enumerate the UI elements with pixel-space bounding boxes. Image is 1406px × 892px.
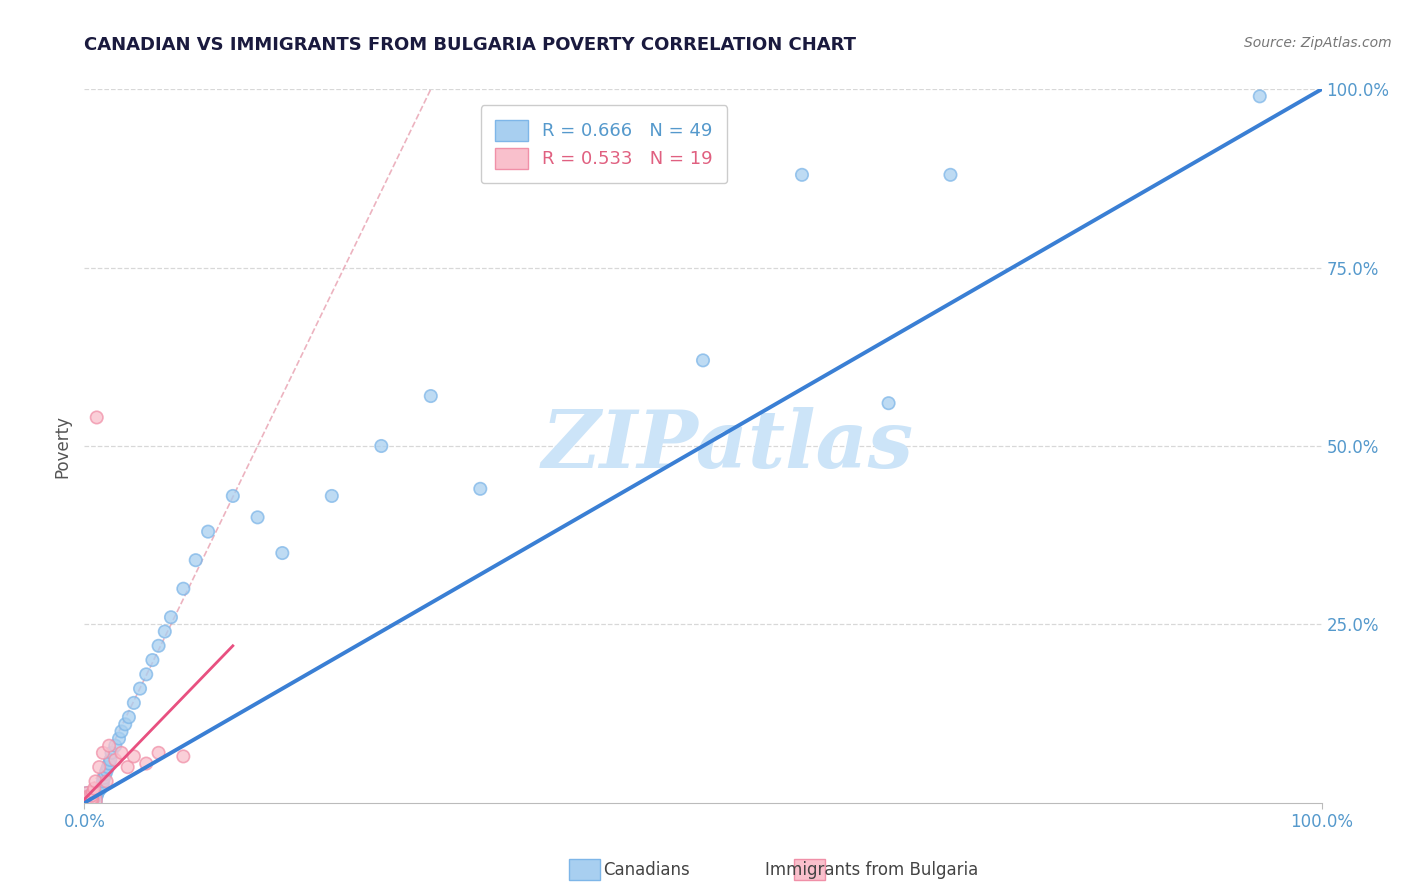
Point bbox=[939, 168, 962, 182]
Point bbox=[153, 624, 176, 639]
Point bbox=[370, 439, 392, 453]
Text: Immigrants from Bulgaria: Immigrants from Bulgaria bbox=[765, 861, 979, 879]
Point bbox=[692, 353, 714, 368]
Point bbox=[89, 781, 111, 796]
Point bbox=[98, 753, 121, 767]
Point bbox=[148, 639, 170, 653]
Point bbox=[89, 760, 111, 774]
Text: ZIPatlas: ZIPatlas bbox=[541, 408, 914, 484]
Point bbox=[271, 546, 294, 560]
Point bbox=[222, 489, 245, 503]
Point bbox=[110, 746, 132, 760]
Point bbox=[77, 794, 100, 808]
Point bbox=[104, 739, 127, 753]
Point bbox=[122, 696, 145, 710]
Point bbox=[97, 760, 120, 774]
Point bbox=[104, 753, 127, 767]
Point bbox=[91, 746, 114, 760]
Point bbox=[122, 749, 145, 764]
Point bbox=[790, 168, 813, 182]
Point bbox=[148, 746, 170, 760]
Point bbox=[93, 771, 115, 785]
Point bbox=[82, 785, 104, 799]
Point bbox=[90, 780, 112, 794]
Point bbox=[96, 764, 118, 778]
Point bbox=[98, 739, 121, 753]
Point bbox=[79, 792, 101, 806]
Text: Source: ZipAtlas.com: Source: ZipAtlas.com bbox=[1244, 36, 1392, 50]
Text: CANADIAN VS IMMIGRANTS FROM BULGARIA POVERTY CORRELATION CHART: CANADIAN VS IMMIGRANTS FROM BULGARIA POV… bbox=[84, 36, 856, 54]
Point bbox=[197, 524, 219, 539]
Point bbox=[246, 510, 269, 524]
Text: Canadians: Canadians bbox=[603, 861, 690, 879]
Point bbox=[877, 396, 900, 410]
Point bbox=[91, 774, 114, 789]
Y-axis label: Poverty: Poverty bbox=[53, 415, 72, 477]
Point bbox=[172, 582, 194, 596]
Point bbox=[129, 681, 152, 696]
Point bbox=[98, 756, 121, 771]
Point bbox=[135, 756, 157, 771]
Point bbox=[160, 610, 183, 624]
Point bbox=[419, 389, 441, 403]
Point bbox=[108, 731, 131, 746]
Point bbox=[1249, 89, 1271, 103]
Point bbox=[84, 789, 107, 804]
Point bbox=[96, 774, 118, 789]
Point bbox=[80, 789, 103, 803]
Point bbox=[84, 774, 107, 789]
Point bbox=[100, 746, 122, 760]
Point bbox=[141, 653, 163, 667]
Point bbox=[80, 791, 103, 805]
Point bbox=[87, 785, 110, 799]
Point bbox=[79, 792, 101, 806]
Point bbox=[83, 790, 105, 805]
Point bbox=[172, 749, 194, 764]
Point bbox=[470, 482, 492, 496]
Point bbox=[86, 410, 108, 425]
Point bbox=[79, 790, 101, 805]
Point bbox=[86, 789, 108, 803]
Point bbox=[117, 760, 139, 774]
Point bbox=[86, 787, 108, 801]
Point bbox=[89, 783, 111, 797]
Point bbox=[118, 710, 141, 724]
Point bbox=[184, 553, 207, 567]
Point bbox=[83, 781, 105, 796]
Point bbox=[321, 489, 343, 503]
Point bbox=[77, 794, 100, 808]
Point bbox=[114, 717, 136, 731]
Point bbox=[94, 767, 117, 781]
Point bbox=[79, 793, 101, 807]
Point bbox=[110, 724, 132, 739]
Point bbox=[82, 790, 104, 805]
Legend: R = 0.666   N = 49, R = 0.533   N = 19: R = 0.666 N = 49, R = 0.533 N = 19 bbox=[481, 105, 727, 183]
Point bbox=[135, 667, 157, 681]
Point bbox=[91, 778, 114, 792]
